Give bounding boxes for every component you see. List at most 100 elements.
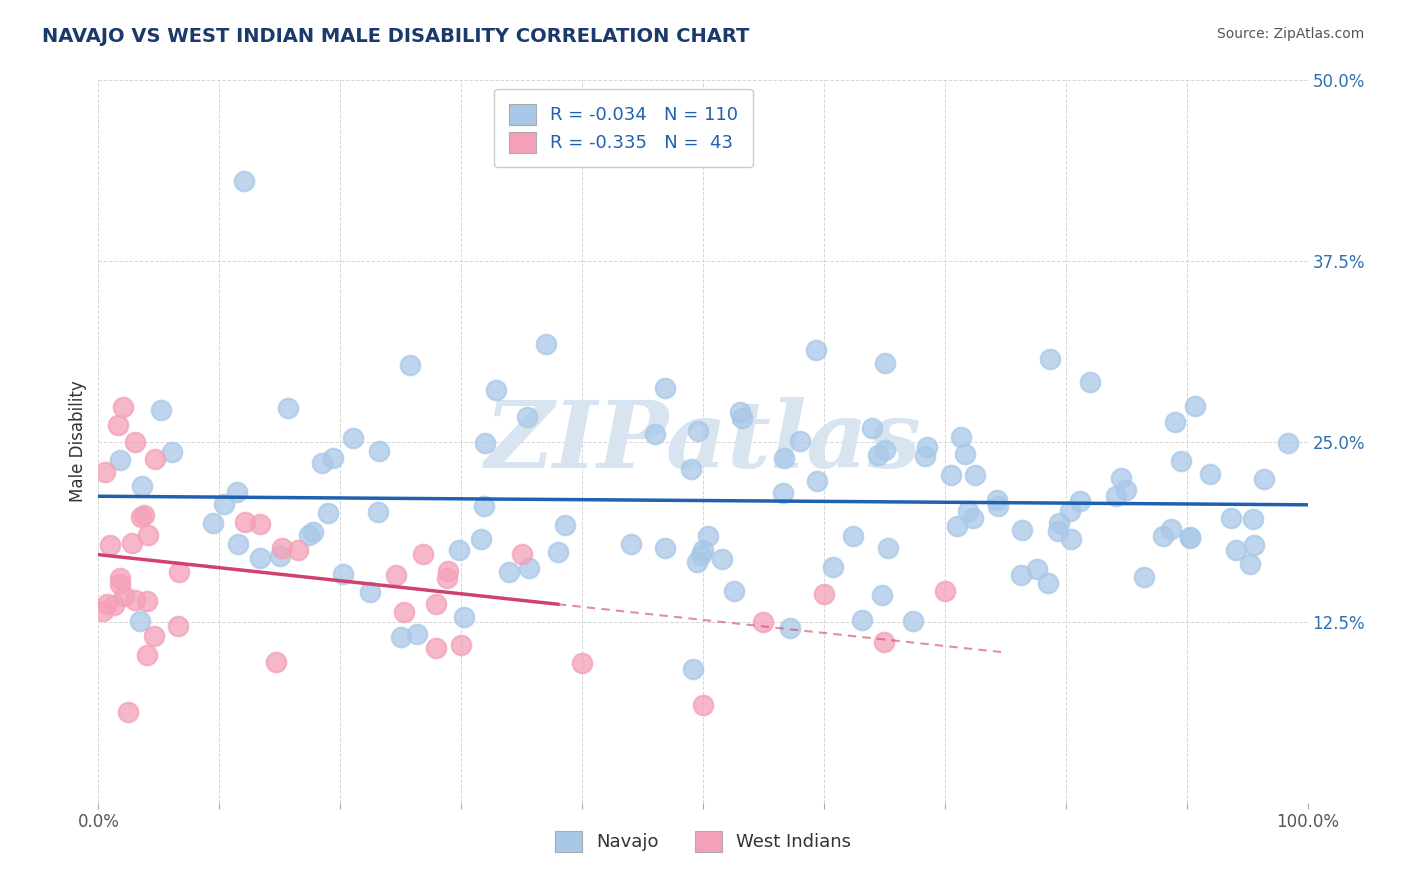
Point [107, 417, 129, 432]
Point [1059, 504, 1081, 518]
Point [98, 538, 121, 552]
Point [1164, 415, 1187, 429]
Point [686, 424, 709, 438]
Point [436, 571, 458, 585]
Point [249, 517, 271, 532]
Legend: Navajo, West Indians: Navajo, West Indians [547, 823, 859, 859]
Point [131, 510, 153, 524]
Point [298, 528, 321, 542]
Point [934, 584, 956, 599]
Point [772, 486, 794, 500]
Point [385, 568, 408, 582]
Point [949, 430, 972, 444]
Point [112, 589, 135, 603]
Point [1036, 575, 1059, 590]
Point [128, 614, 150, 628]
Y-axis label: Male Disability: Male Disability [69, 381, 87, 502]
Point [132, 508, 155, 522]
Point [870, 588, 893, 602]
Point [710, 552, 733, 566]
Point [108, 571, 131, 585]
Point [143, 452, 166, 467]
Point [873, 443, 896, 458]
Point [987, 499, 1010, 513]
Point [112, 401, 135, 415]
Point [1109, 471, 1132, 485]
Point [498, 565, 520, 579]
Point [398, 359, 420, 373]
Point [1225, 543, 1247, 558]
Point [519, 560, 541, 574]
Point [249, 550, 271, 565]
Point [332, 566, 354, 581]
Point [91, 604, 114, 618]
Text: Source: ZipAtlas.com: Source: ZipAtlas.com [1216, 27, 1364, 41]
Point [142, 629, 165, 643]
Point [212, 497, 235, 511]
Point [1069, 494, 1091, 508]
Point [1059, 532, 1081, 546]
Point [472, 499, 495, 513]
Point [287, 542, 309, 557]
Point [1239, 558, 1261, 572]
Point [485, 384, 508, 398]
Point [1010, 567, 1032, 582]
Point [449, 543, 471, 558]
Point [425, 641, 447, 656]
Point [1277, 436, 1299, 450]
Point [1160, 523, 1182, 537]
Point [1026, 562, 1049, 576]
Point [534, 337, 557, 351]
Point [110, 452, 132, 467]
Point [269, 549, 291, 563]
Point [946, 519, 969, 533]
Point [986, 492, 1008, 507]
Point [225, 484, 247, 499]
Point [860, 421, 883, 435]
Point [1253, 473, 1275, 487]
Point [723, 583, 745, 598]
Point [941, 467, 963, 482]
Point [510, 547, 533, 561]
Point [965, 468, 987, 483]
Point [264, 656, 287, 670]
Point [873, 356, 896, 370]
Point [121, 536, 143, 550]
Point [117, 705, 139, 719]
Point [232, 174, 254, 188]
Point [302, 525, 325, 540]
Point [406, 627, 429, 641]
Point [1178, 531, 1201, 545]
Point [1047, 524, 1070, 538]
Point [412, 547, 434, 561]
Point [1133, 569, 1156, 583]
Point [654, 541, 676, 556]
Point [110, 577, 132, 591]
Point [474, 436, 496, 450]
Point [1199, 467, 1222, 481]
Point [359, 585, 381, 599]
Point [167, 565, 190, 579]
Point [692, 543, 714, 558]
Point [917, 440, 939, 454]
Point [342, 431, 364, 445]
Point [696, 529, 718, 543]
Point [806, 475, 828, 489]
Point [131, 479, 153, 493]
Point [1105, 489, 1128, 503]
Point [789, 434, 811, 448]
Point [150, 403, 173, 417]
Point [692, 698, 714, 712]
Point [571, 656, 593, 670]
Point [554, 517, 576, 532]
Point [1184, 399, 1206, 413]
Point [957, 504, 980, 518]
Point [644, 427, 666, 442]
Point [1178, 530, 1201, 544]
Point [367, 505, 389, 519]
Point [779, 621, 801, 635]
Point [1115, 483, 1137, 497]
Point [318, 506, 340, 520]
Point [271, 541, 294, 555]
Point [1243, 538, 1265, 552]
